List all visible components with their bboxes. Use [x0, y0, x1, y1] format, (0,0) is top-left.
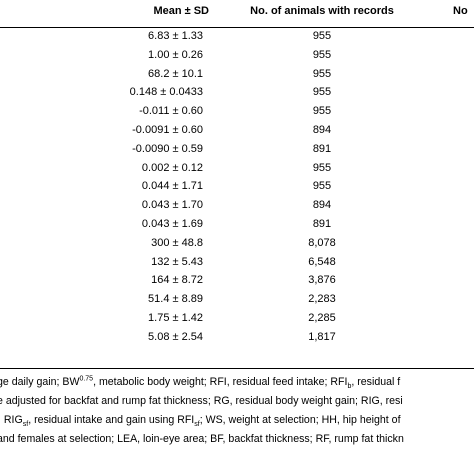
- header-mean-sd: Mean ± SD: [153, 5, 209, 17]
- mean-sd-cell: 0.043 ± 1.69: [141, 217, 203, 230]
- mean-sd-cell: 1.75 ± 1.42: [148, 311, 203, 324]
- mean-sd-cell: 1.00 ± 0.26: [148, 48, 203, 61]
- table-row: 132 ± 5.43 6,548: [0, 254, 474, 273]
- records-count-cell: 955: [312, 30, 332, 42]
- records-count-cell: 891: [312, 142, 332, 155]
- table-footnotes: ge daily gain; BW0.75, metabolic body we…: [0, 373, 474, 449]
- mean-sd-cell: -0.011 ± 0.60: [139, 105, 203, 118]
- header-records: No. of animals with records: [250, 5, 394, 17]
- records-count-cell: 2,283: [308, 293, 336, 306]
- records-count-cell: 8,078: [308, 236, 336, 249]
- records-count-cell: 955: [312, 180, 332, 193]
- records-count-cell: 1,817: [308, 330, 336, 343]
- bottom-rule: [0, 368, 474, 369]
- records-count-cell: 3,876: [308, 274, 336, 287]
- table-row: 0.044 ± 1.71 955: [0, 178, 474, 197]
- table-row: 68.2 ± 10.1 955: [0, 66, 474, 85]
- mean-sd-cell: 132 ± 5.43: [151, 255, 203, 268]
- table-row: -0.011 ± 0.60 955: [0, 103, 474, 122]
- mean-sd-cell: 0.148 ± 0.0433: [129, 86, 203, 99]
- table-row: 0.002 ± 0.12 955: [0, 160, 474, 179]
- records-count-cell: 955: [312, 86, 332, 99]
- table-row: 1.75 ± 1.42 2,285: [0, 310, 474, 329]
- mean-sd-cell: 51.4 ± 8.89: [148, 293, 203, 306]
- mean-sd-cell: 300 ± 48.8: [151, 236, 203, 249]
- table-row: -0.0091 ± 0.60 894: [0, 122, 474, 141]
- table-row: 0.043 ± 1.70 894: [0, 197, 474, 216]
- mean-sd-cell: 0.043 ± 1.70: [141, 199, 203, 212]
- footnote-line: and females at selection; LEA, loin-eye …: [0, 433, 404, 445]
- records-count-cell: 894: [312, 123, 332, 136]
- records-count-cell: 955: [312, 67, 332, 80]
- mean-sd-cell: 68.2 ± 10.1: [148, 67, 203, 80]
- header-rule: [0, 27, 474, 28]
- table-row: 0.148 ± 0.0433 955: [0, 84, 474, 103]
- mean-sd-cell: -0.0091 ± 0.60: [132, 123, 203, 136]
- records-count-cell: 955: [312, 48, 332, 61]
- records-count-cell: 6,548: [308, 255, 336, 268]
- table-header: Mean ± SD No. of animals with records No: [0, 0, 474, 28]
- records-count-cell: 955: [312, 161, 332, 174]
- footnote-line: ; RIGsf, residual intake and gain using …: [0, 414, 401, 429]
- table-row: -0.0090 ± 0.59 891: [0, 141, 474, 160]
- footnote-line: ge daily gain; BW0.75, metabolic body we…: [0, 375, 401, 391]
- mean-sd-cell: 6.83 ± 1.33: [148, 30, 203, 42]
- table-row: 51.4 ± 8.89 2,283: [0, 291, 474, 310]
- records-count-cell: 2,285: [308, 311, 336, 324]
- footnote-line: e adjusted for backfat and rump fat thic…: [0, 395, 403, 407]
- table-row: 6.83 ± 1.33 955: [0, 28, 474, 47]
- records-count-cell: 955: [312, 105, 332, 118]
- mean-sd-cell: 0.044 ± 1.71: [141, 180, 203, 193]
- mean-sd-cell: 5.08 ± 2.54: [148, 330, 203, 343]
- mean-sd-cell: 0.002 ± 0.12: [141, 161, 203, 174]
- records-count-cell: 894: [312, 199, 332, 212]
- table-row: 300 ± 48.8 8,078: [0, 235, 474, 254]
- table-row: 164 ± 8.72 3,876: [0, 272, 474, 291]
- table-row: 1.00 ± 0.26 955: [0, 47, 474, 66]
- mean-sd-cell: 164 ± 8.72: [151, 274, 203, 287]
- table-row: 5.08 ± 2.54 1,817: [0, 329, 474, 348]
- table-row: 0.043 ± 1.69 891: [0, 216, 474, 235]
- table-body: 6.83 ± 1.33 955 1.00 ± 0.26 955 68.2 ± 10.1 9…: [0, 28, 474, 348]
- header-third-column: No: [453, 5, 468, 17]
- mean-sd-cell: -0.0090 ± 0.59: [132, 142, 203, 155]
- records-count-cell: 891: [312, 217, 332, 230]
